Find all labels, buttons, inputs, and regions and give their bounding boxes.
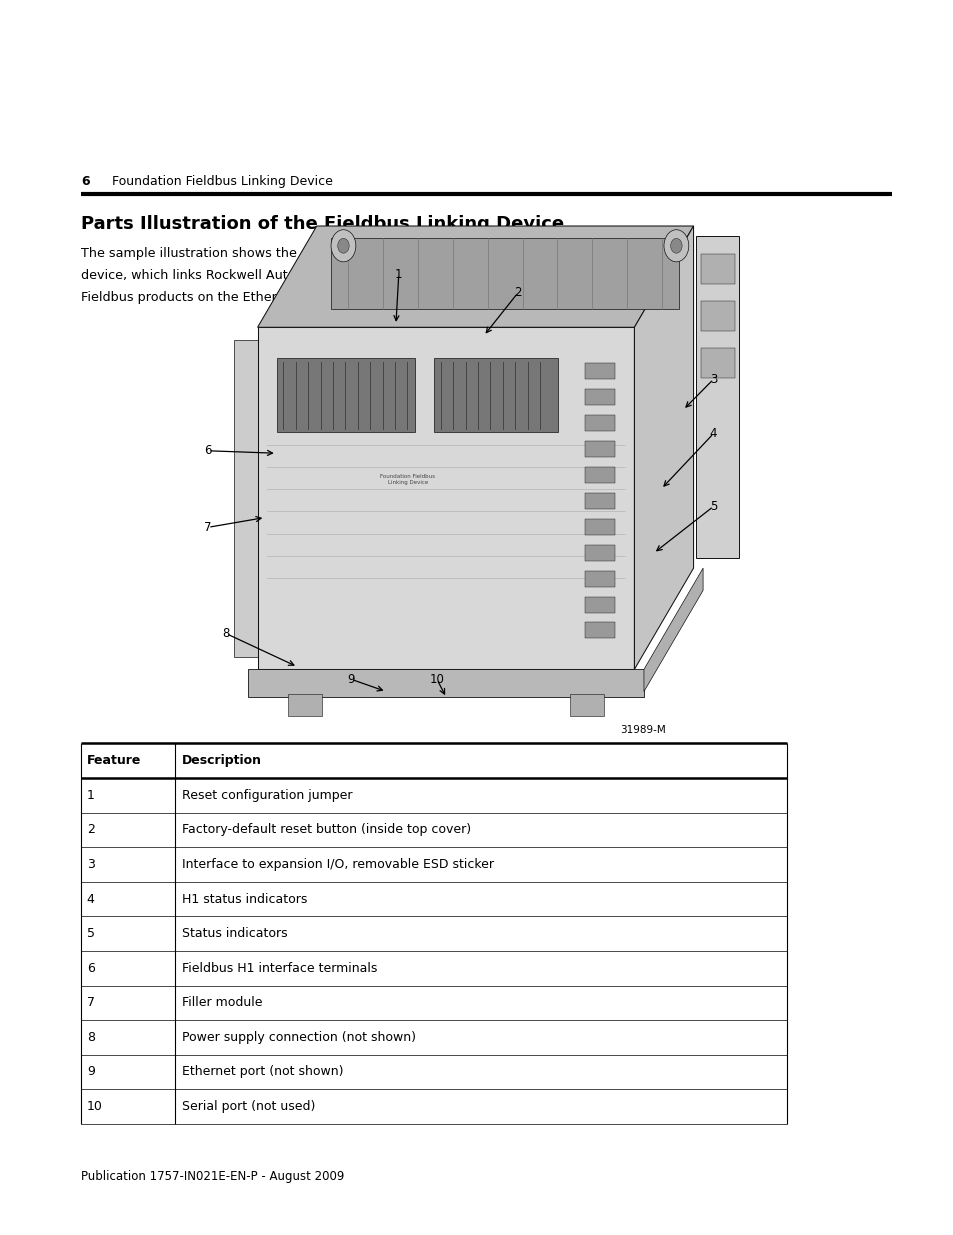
Text: Ethernet port (not shown): Ethernet port (not shown) — [182, 1066, 343, 1078]
Circle shape — [670, 238, 681, 253]
Bar — [584, 622, 615, 638]
Text: 5: 5 — [87, 927, 94, 940]
Text: H1 status indicators: H1 status indicators — [182, 893, 307, 905]
Bar — [434, 358, 558, 432]
Text: 6: 6 — [81, 174, 90, 188]
Bar — [584, 363, 615, 379]
Text: 10: 10 — [429, 673, 444, 685]
Text: device, which links Rockwell Automation products and: device, which links Rockwell Automation … — [81, 269, 433, 283]
Polygon shape — [643, 568, 702, 692]
Text: Feature: Feature — [87, 755, 141, 767]
Text: 10: 10 — [87, 1100, 103, 1113]
Text: The sample illustration shows the parts that comprise the 1757-FFLD linking: The sample illustration shows the parts … — [81, 247, 570, 261]
Bar — [288, 694, 322, 716]
Text: 9: 9 — [87, 1066, 94, 1078]
Text: Foundation Fieldbus
Linking Device: Foundation Fieldbus Linking Device — [380, 474, 435, 485]
Text: Foundation Fieldbus Linking Device: Foundation Fieldbus Linking Device — [112, 174, 333, 188]
Text: Factory-default reset button (inside top cover): Factory-default reset button (inside top… — [182, 824, 471, 836]
Polygon shape — [257, 327, 634, 669]
Polygon shape — [233, 340, 262, 657]
Text: 7: 7 — [204, 521, 212, 534]
Polygon shape — [696, 236, 739, 558]
Text: Status indicators: Status indicators — [182, 927, 288, 940]
Bar — [584, 519, 615, 535]
Text: Fieldbus H1 interface terminals: Fieldbus H1 interface terminals — [182, 962, 377, 974]
Bar — [584, 441, 615, 457]
Text: 7: 7 — [87, 997, 94, 1009]
Circle shape — [337, 238, 349, 253]
Text: 6: 6 — [204, 445, 212, 457]
Bar — [569, 694, 603, 716]
Text: 8: 8 — [222, 627, 230, 640]
Circle shape — [331, 230, 355, 262]
Text: 9: 9 — [347, 673, 355, 685]
Text: 1: 1 — [395, 268, 402, 280]
Bar — [584, 415, 615, 431]
Text: Parts Illustration of the Fieldbus Linking Device: Parts Illustration of the Fieldbus Linki… — [81, 215, 563, 233]
Text: 5: 5 — [709, 500, 717, 513]
Bar — [700, 254, 734, 284]
Text: Description: Description — [182, 755, 262, 767]
Bar — [584, 389, 615, 405]
Bar — [276, 358, 415, 432]
Text: OUNDATION: OUNDATION — [479, 266, 538, 275]
Text: Reset configuration jumper: Reset configuration jumper — [182, 789, 353, 802]
Bar — [584, 545, 615, 561]
Text: 2: 2 — [87, 824, 94, 836]
Text: 3: 3 — [709, 373, 717, 385]
Text: 8: 8 — [87, 1031, 94, 1044]
Bar — [584, 493, 615, 509]
Text: 6: 6 — [87, 962, 94, 974]
Text: F: F — [470, 269, 477, 283]
Polygon shape — [248, 669, 643, 697]
Circle shape — [663, 230, 688, 262]
Text: 31989-M: 31989-M — [619, 725, 665, 735]
Polygon shape — [634, 226, 693, 669]
Text: 4: 4 — [87, 893, 94, 905]
Text: Interface to expansion I/O, removable ESD sticker: Interface to expansion I/O, removable ES… — [182, 858, 494, 871]
Bar — [700, 348, 734, 378]
Polygon shape — [331, 238, 679, 309]
Bar — [700, 301, 734, 331]
Text: Serial port (not used): Serial port (not used) — [182, 1100, 315, 1113]
Bar — [584, 597, 615, 613]
Bar — [584, 571, 615, 587]
Text: Fieldbus products on the Ethernet network to products on H1 links.: Fieldbus products on the Ethernet networ… — [81, 291, 509, 305]
Text: 1: 1 — [87, 789, 94, 802]
Bar — [584, 467, 615, 483]
Polygon shape — [257, 226, 693, 327]
Text: Power supply connection (not shown): Power supply connection (not shown) — [182, 1031, 416, 1044]
Text: Publication 1757-IN021E-EN-P - August 2009: Publication 1757-IN021E-EN-P - August 20… — [81, 1170, 344, 1183]
Text: 2: 2 — [514, 287, 521, 299]
Text: 4: 4 — [709, 427, 717, 440]
Text: 3: 3 — [87, 858, 94, 871]
Text: Filler module: Filler module — [182, 997, 262, 1009]
